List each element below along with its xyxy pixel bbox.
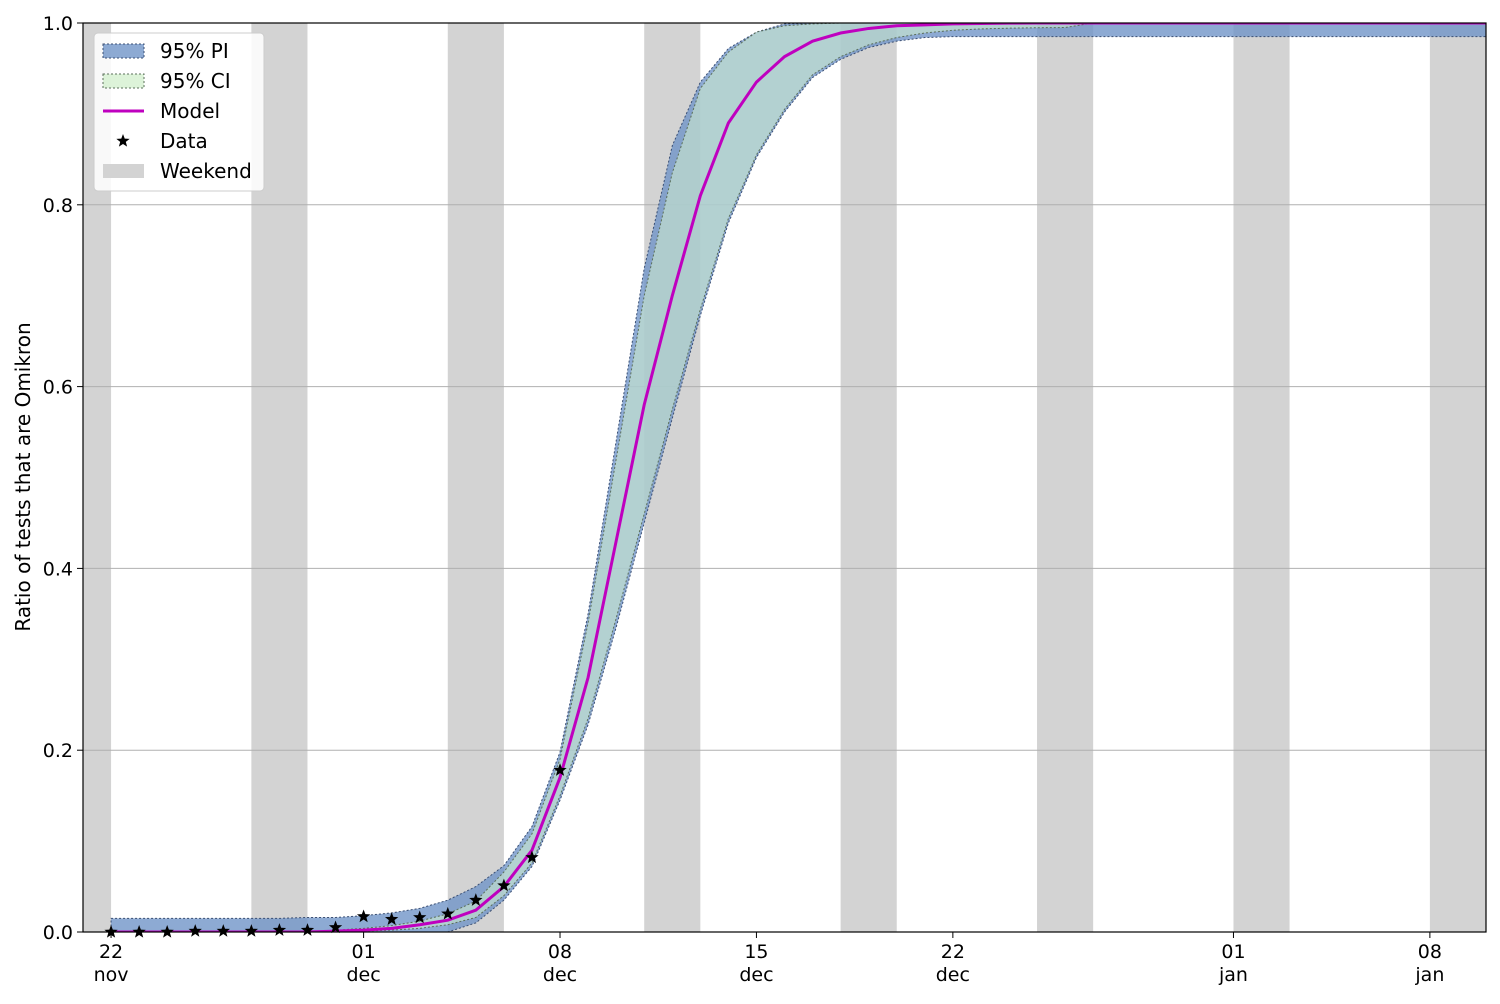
model-line [111,23,1486,932]
x-tick-day-label: 01 [1221,941,1245,963]
weekend-band [840,23,897,932]
data-point [469,893,483,906]
weekend-band [447,23,504,932]
x-tick-month-label: jan [1414,964,1444,986]
uncertainty-bands [110,23,1486,932]
weekend-band [1233,23,1290,932]
data-point [104,925,118,938]
data-point [244,924,259,937]
weekend-bands [83,23,1486,932]
y-axis-label: Ratio of tests that are Omikron [11,322,35,631]
model-line-layer [111,23,1486,932]
x-tick-day-label: 08 [548,941,572,963]
plot-frame [82,22,1487,933]
legend-label-pi: 95% PI [160,39,229,63]
data-point [385,912,399,925]
data-point [356,909,371,923]
legend-ci-swatch [102,73,145,89]
x-tick-month-label: jan [1218,964,1248,986]
data-point [300,923,315,936]
x-tick-month-label: dec [346,964,380,986]
data-point [160,925,174,938]
y-tick-label: 0.6 [43,377,73,399]
legend-label-model: Model [160,99,220,123]
x-tick-month-label: nov [94,964,129,986]
data-point [497,878,511,892]
legend-data-swatch [116,134,130,147]
weekend-band [1429,23,1486,932]
data-point [525,850,539,864]
legend-label-ci: 95% CI [160,69,231,93]
y-tick-label: 0.8 [43,195,73,217]
x-tick-day-label: 22 [941,941,965,963]
data-point [272,923,287,936]
weekend-band [1037,23,1094,932]
x-tick-month-label: dec [543,964,577,986]
y-tick-label: 0.0 [43,922,73,944]
data-point [188,924,202,937]
legend-pi-swatch [102,43,145,59]
tick-labels: 0.00.20.40.60.81.022nov01dec08dec15dec22… [43,13,1445,986]
data-point [553,763,567,776]
data-points [104,763,567,938]
x-tick-month-label: dec [739,964,773,986]
y-tick-label: 1.0 [43,13,73,35]
x-tick-day-label: 08 [1418,941,1442,963]
data-point [132,925,146,938]
legend: 95% PI 95% CI Model Data Weekend [93,32,265,192]
x-tick-day-label: 01 [352,941,376,963]
x-tick-month-label: dec [936,964,970,986]
x-tick-day-label: 22 [99,941,123,963]
pi-band [110,23,1486,932]
axes [82,22,1487,933]
x-tick-day-label: 15 [744,941,768,963]
legend-label-weekend: Weekend [160,159,252,183]
legend-weekend-swatch [103,164,144,178]
data-point [441,906,455,920]
data-point [413,910,427,924]
legend-box [93,32,265,192]
y-tick-label: 0.2 [43,740,73,762]
y-tick-label: 0.4 [43,558,73,580]
legend-label-data: Data [160,129,208,153]
data-point [216,924,230,937]
data-point [328,920,343,934]
